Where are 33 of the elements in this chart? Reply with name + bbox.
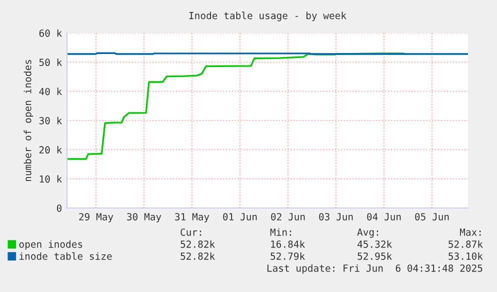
x-tick-label: 01 Jun [223, 213, 257, 220]
text: 52.82k [180, 252, 215, 260]
y-tick-label: 20 k [39, 146, 62, 154]
text: Max: [460, 228, 481, 236]
x-tick-label: 02 Jun [271, 213, 305, 220]
x-tick-label: 31 May [175, 213, 210, 222]
text: Cur: [180, 228, 202, 236]
line-series [67, 52, 406, 160]
y-tick-label: 60 k [39, 29, 62, 37]
y-tick-label: 30 k [39, 116, 62, 124]
x-tick-label: 29 May [79, 213, 114, 222]
text: 52.95k [358, 252, 392, 260]
legend-label: inode table size [20, 252, 112, 260]
text: 52.82k [180, 240, 215, 248]
text: Avg: [357, 228, 378, 238]
x-tick-label: 04 Jun [367, 213, 401, 220]
x-tick-label: 30 May [127, 213, 162, 222]
text: Last update: Fri Jun 6 04:31:48 2025 [267, 264, 482, 274]
text: Min: [270, 228, 292, 236]
text: 45.32k [357, 240, 392, 248]
y-axis-title: number of open inodes [24, 60, 34, 182]
text: 16.84k [271, 240, 305, 248]
text: 52.79k [270, 252, 305, 260]
x-tick-label: 03 Jun [319, 213, 353, 220]
x-tick-label: 05 Jun [415, 213, 449, 220]
y-tick-label: 0 [56, 204, 62, 212]
text: 53.10k [448, 252, 483, 260]
legend-label: open inodes [19, 240, 82, 250]
y-tick-label: 50 k [39, 58, 62, 66]
y-tick-label: 10 k [40, 175, 62, 183]
y-tick-label: 40 k [39, 88, 62, 96]
chart-title: Inode table usage - by week [189, 12, 346, 22]
text: 52.87k [448, 240, 483, 248]
